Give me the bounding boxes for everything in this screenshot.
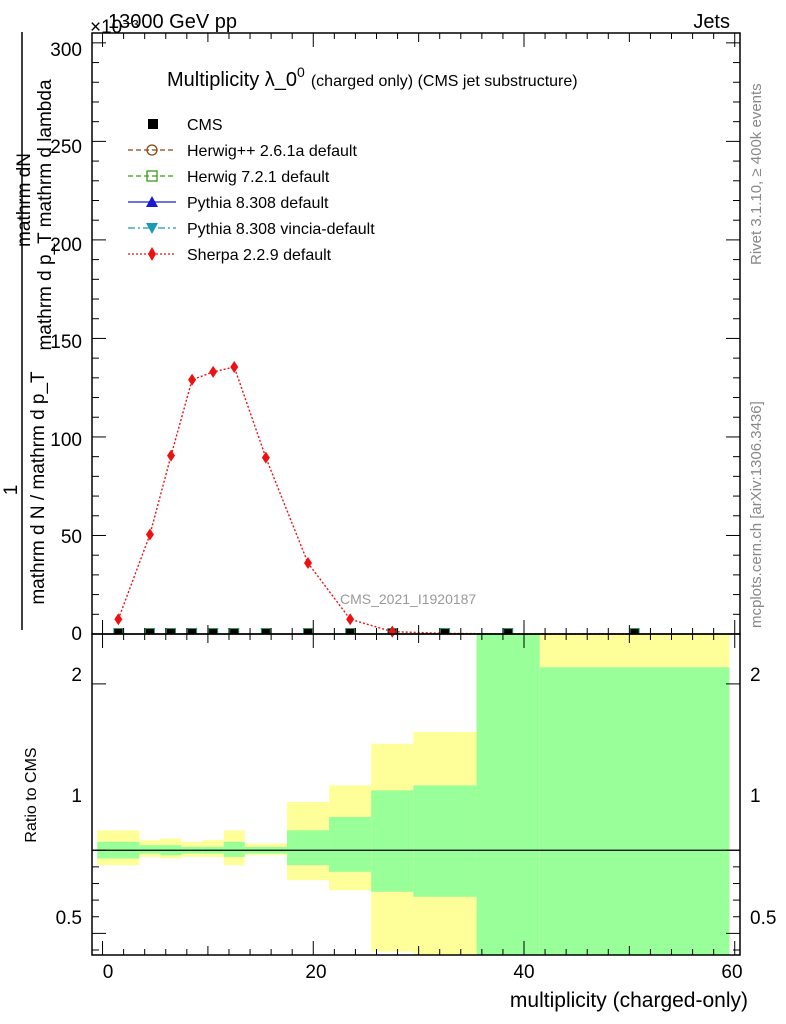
- legend-label: CMS: [187, 117, 223, 134]
- cms-data-point: [261, 629, 270, 634]
- cms-data-point: [504, 629, 513, 634]
- legend-item-pythia-vincia: Pythia 8.308 vincia-default: [128, 221, 375, 238]
- watermark: CMS_2021_I1920187: [340, 591, 476, 607]
- header-left: 13000 GeV pp: [108, 11, 237, 33]
- legend-item-cms: CMS: [148, 117, 223, 134]
- legend-marker-triangle-down: [146, 223, 158, 234]
- legend-marker-square-filled: [148, 119, 158, 129]
- sherpa-data-point: [261, 451, 270, 464]
- legend-label: Sherpa 2.2.9 default: [187, 247, 332, 264]
- sherpa-data-point: [346, 613, 355, 626]
- ratio-tick-label-left: 0.5: [56, 908, 82, 929]
- x-tick-label: 0: [103, 962, 114, 983]
- ratio-band-green: [371, 790, 414, 892]
- ratio-bands: [97, 634, 730, 955]
- cms-data-point: [114, 629, 123, 634]
- ylabel-frac-top: mathrm dN: [14, 153, 35, 247]
- ratio-tick-label-right: 0.5: [750, 908, 776, 929]
- ratio-band-green: [139, 845, 161, 854]
- legend-item-pythia: Pythia 8.308 default: [128, 195, 329, 212]
- cms-data-point: [188, 629, 197, 634]
- mcplots-note: mcplots.cern.ch [arXiv:1306.3436]: [748, 401, 765, 628]
- ratio-band-green: [223, 841, 245, 857]
- y-tick-label: 150: [50, 332, 82, 353]
- sherpa-data-point: [209, 365, 218, 378]
- y-tick-label: 0: [71, 624, 82, 645]
- cms-data-point: [630, 629, 639, 634]
- sherpa-data-point: [167, 449, 176, 462]
- ylabel-ratio: Ratio to CMS: [23, 747, 40, 842]
- ratio-band-green: [329, 816, 372, 872]
- ratio-band-green: [476, 634, 540, 955]
- y-tick-label: 300: [50, 40, 82, 61]
- y-tick-labels-ratio: 0.5 1 2 0.5 1 2: [56, 665, 777, 929]
- legend-item-herwigpp: Herwig++ 2.6.1a default: [128, 143, 357, 160]
- sherpa-data-point: [388, 625, 397, 638]
- ratio-tick-label-left: 1: [71, 786, 82, 807]
- axis-ticks: [92, 33, 740, 955]
- y-tick-label: 50: [61, 527, 82, 548]
- cms-data-point: [304, 629, 312, 634]
- sherpa-data-point: [304, 557, 312, 570]
- x-tick-label: 40: [513, 962, 534, 983]
- cms-data-point: [440, 629, 449, 634]
- ylabel-frac-bot: mathrm d N / mathrm d p_T: [28, 371, 49, 605]
- legend-label: Pythia 8.308 default: [187, 195, 329, 212]
- y-tick-label: 250: [50, 137, 82, 158]
- legend-label: Pythia 8.308 vincia-default: [187, 221, 375, 238]
- legend-marker-triangle-up: [146, 196, 158, 207]
- main-data: [113, 360, 640, 638]
- cms-data-point: [145, 629, 154, 634]
- ratio-tick-label-left: 2: [71, 665, 82, 686]
- legend-label: Herwig++ 2.6.1a default: [187, 143, 357, 160]
- ratio-band-green: [286, 830, 330, 866]
- y-tick-label: 100: [50, 430, 82, 451]
- cms-data-point: [209, 629, 218, 634]
- sherpa-data-point: [230, 360, 239, 373]
- ratio-tick-label-right: 1: [750, 786, 761, 807]
- legend-marker-circle-open: [146, 144, 158, 156]
- sherpa-data-point: [188, 373, 197, 386]
- cms-data-point: [167, 629, 176, 634]
- y-tick-label: 200: [50, 235, 82, 256]
- legend-item-herwig7: Herwig 7.2.1 default: [128, 169, 330, 186]
- title-rest: (charged only) (CMS jet substructure): [311, 73, 578, 90]
- sherpa-data-point: [114, 613, 123, 626]
- legend: CMS Herwig++ 2.6.1a default Herwig 7.2.1…: [128, 117, 375, 264]
- ratio-band-green: [413, 785, 477, 897]
- chart-title: Multiplicity λ_00 (charged only) (CMS jet…: [167, 64, 578, 91]
- x-axis-label: multiplicity (charged-only): [510, 989, 748, 1012]
- y-axis-title-main: mathrm dN mathrm d p_T mathrm d lambda 1…: [1, 32, 56, 630]
- ratio-tick-label-right: 2: [750, 665, 761, 686]
- legend-marker-diamond: [148, 247, 156, 261]
- cms-data-point: [230, 629, 239, 634]
- legend-item-sherpa: Sherpa 2.2.9 default: [128, 247, 332, 264]
- header-right: Jets: [693, 11, 730, 33]
- legend-marker-square-open: [146, 170, 158, 182]
- x-tick-label: 60: [721, 962, 742, 983]
- x-tick-label: 20: [305, 962, 326, 983]
- rivet-note: Rivet 3.1.10, ≥ 400k events: [748, 83, 765, 265]
- y-tick-labels-main: 0 50 100 150 200 250 300: [50, 40, 82, 645]
- cms-data-point: [346, 629, 355, 634]
- ylabel-frac-top2: mathrm d p_T mathrm d lambda: [35, 79, 56, 350]
- sherpa-data-point: [145, 528, 154, 541]
- ratio-band-green: [539, 667, 730, 955]
- title-sup: 0: [297, 64, 305, 80]
- title-main: Multiplicity λ_0: [167, 69, 297, 91]
- legend-label: Herwig 7.2.1 default: [187, 169, 330, 186]
- ratio-frame: [91, 633, 741, 956]
- ylabel-frac-mid: 1: [1, 485, 22, 496]
- x-tick-labels: 0 20 40 60: [103, 962, 743, 983]
